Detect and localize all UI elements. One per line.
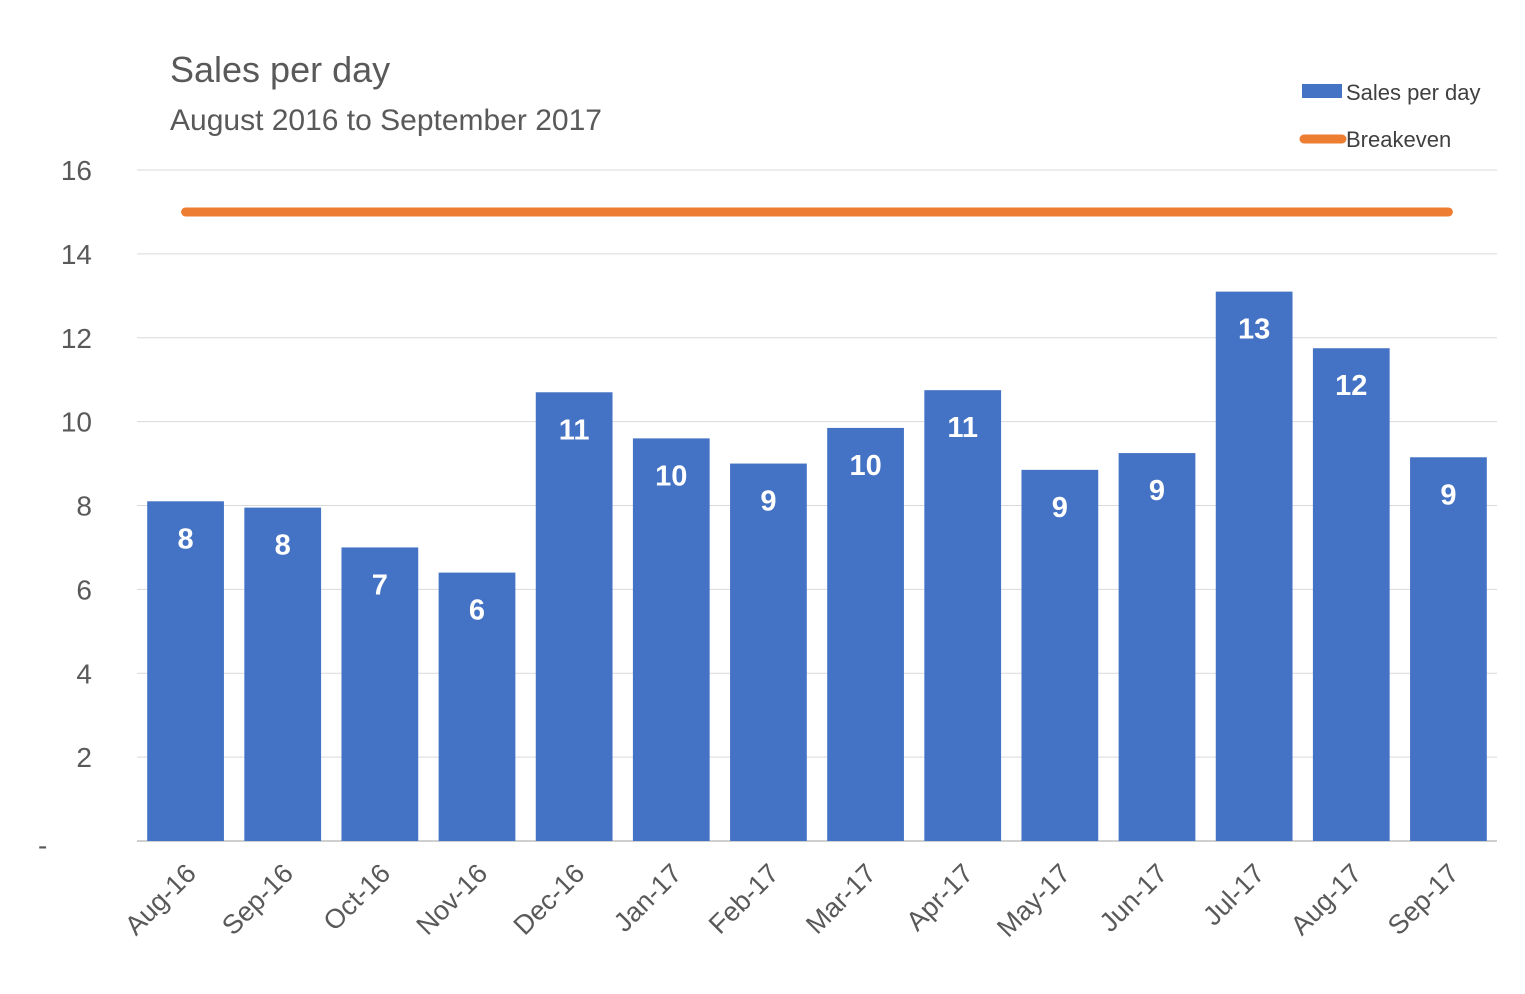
data-label: 12 [1335, 370, 1367, 402]
x-tick-label: May-17 [991, 858, 1076, 943]
gridlines [137, 169, 1497, 842]
bar [147, 501, 224, 841]
y-tick-label: 8 [76, 491, 92, 522]
data-label: 7 [372, 569, 388, 601]
data-label: 8 [275, 530, 291, 562]
x-tick-label: Jan-17 [608, 858, 688, 938]
legend-swatch-sales [1302, 84, 1342, 98]
y-tick-label: 10 [61, 407, 92, 438]
y-tick-label: - [38, 830, 47, 861]
bar [632, 438, 710, 841]
y-tick-label: 16 [61, 155, 92, 186]
x-tick-label: Aug-16 [119, 858, 202, 941]
data-labels: 8 8 7 6 11 10 9 10 11 9 9 13 12 9 [178, 314, 1457, 627]
legend: Sales per day Breakeven [1299, 80, 1481, 152]
x-tick-label: Oct-16 [318, 858, 397, 937]
chart-subtitle: August 2016 to September 2017 [170, 104, 602, 137]
x-axis-ticks: Aug-16 Sep-16 Oct-16 Nov-16 Dec-16 Jan-17 Feb-… [119, 858, 1465, 943]
x-tick-label: Nov-16 [410, 858, 493, 941]
data-label: 10 [849, 450, 881, 482]
y-tick-label: 4 [76, 658, 92, 689]
data-label: 9 [1149, 475, 1165, 507]
data-label: 9 [760, 486, 776, 518]
chart-title: Sales per day [170, 49, 390, 90]
bar [1118, 453, 1196, 841]
y-tick-label: 6 [76, 574, 92, 605]
x-tick-label: Jun-17 [1094, 858, 1174, 938]
data-label: 8 [178, 523, 194, 555]
bar [1312, 348, 1390, 841]
bar [1410, 457, 1487, 841]
bar [924, 390, 1002, 841]
bar [1215, 291, 1293, 841]
data-label: 9 [1440, 479, 1456, 511]
legend-label-breakeven: Breakeven [1346, 127, 1451, 152]
data-label: 11 [947, 412, 978, 444]
data-label: 10 [655, 460, 687, 492]
bar [535, 392, 613, 841]
x-tick-label: Mar-17 [800, 858, 882, 940]
bar [341, 547, 419, 841]
data-label: 11 [559, 414, 590, 446]
data-label: 13 [1238, 314, 1270, 346]
x-tick-label: Feb-17 [703, 858, 785, 940]
x-tick-label: Apr-17 [900, 858, 979, 937]
legend-label-sales: Sales per day [1346, 80, 1481, 105]
x-tick-label: Sep-16 [216, 858, 299, 941]
bar [1021, 469, 1099, 841]
x-tick-label: Jul-17 [1197, 858, 1270, 931]
bar [438, 572, 516, 841]
x-tick-label: Sep-17 [1382, 858, 1465, 941]
y-tick-label: 14 [61, 239, 92, 270]
y-tick-label: 12 [61, 323, 92, 354]
x-tick-label: Aug-17 [1285, 858, 1368, 941]
data-label: 6 [469, 595, 485, 627]
y-tick-label: 2 [76, 742, 92, 773]
bar [244, 507, 322, 841]
y-axis-ticks: - 2 4 6 8 10 12 14 16 [38, 155, 92, 861]
bar [827, 427, 904, 841]
bar [730, 463, 807, 841]
data-label: 9 [1052, 492, 1068, 524]
bars [147, 291, 1487, 841]
x-tick-label: Dec-16 [508, 858, 591, 941]
